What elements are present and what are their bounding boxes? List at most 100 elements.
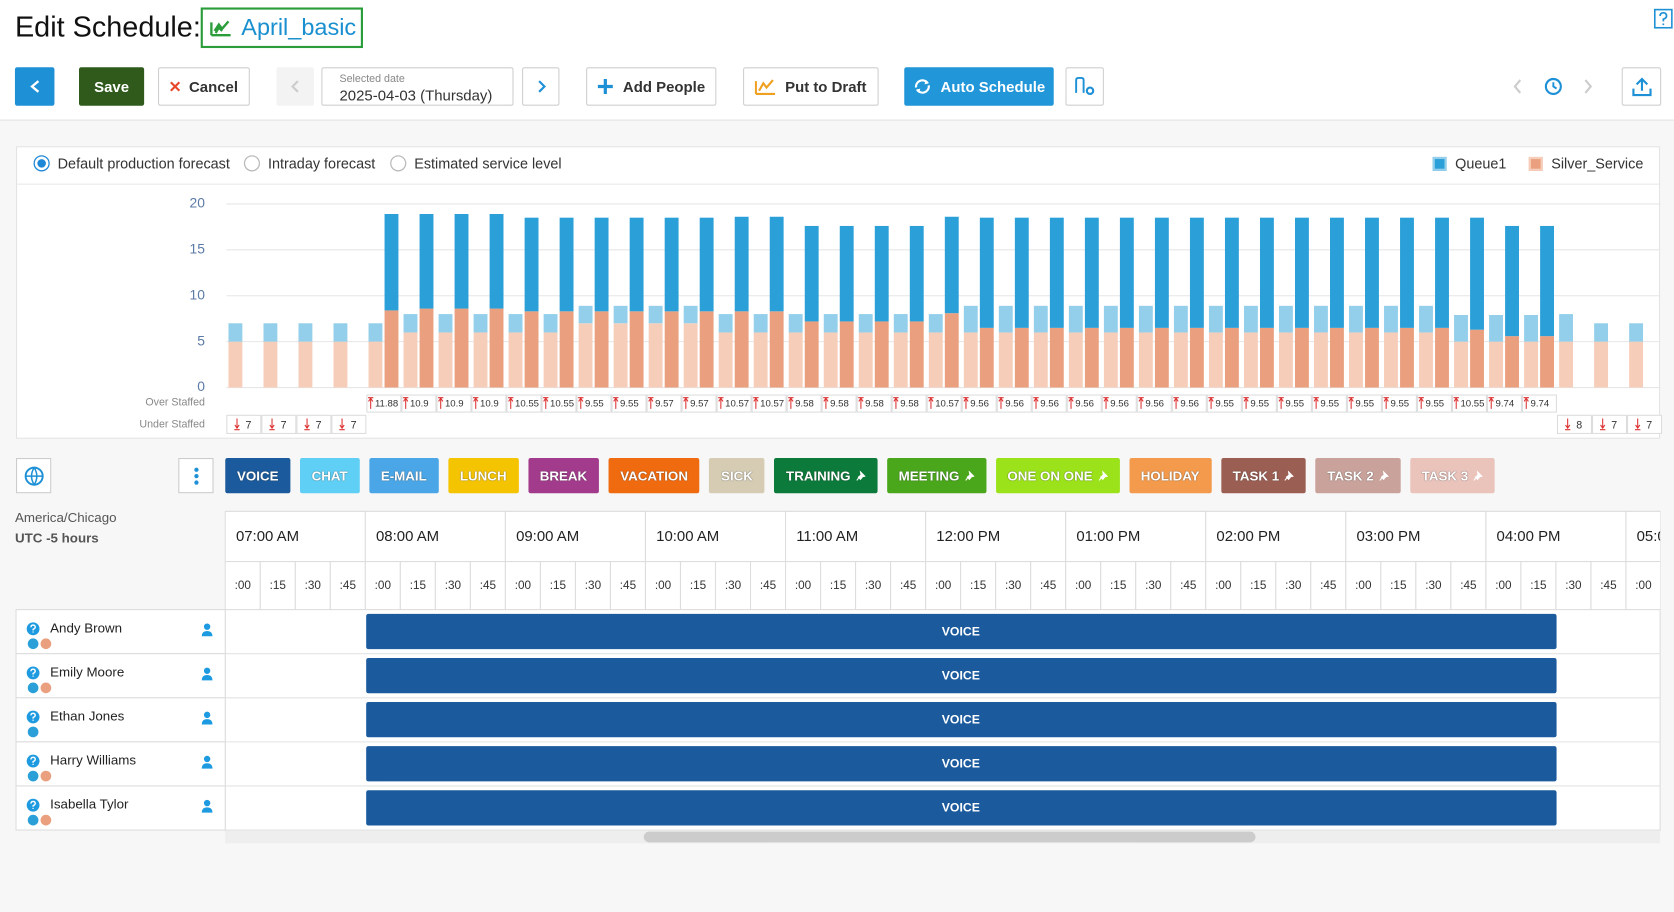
activity-block[interactable]	[366, 657, 1557, 694]
scheduled-bar	[1084, 217, 1099, 328]
legend-item[interactable]: Queue1	[1432, 156, 1506, 172]
skill-dot	[27, 638, 39, 650]
over-staffed-cell	[1066, 394, 1102, 413]
forecast-bar	[753, 314, 768, 333]
cancel-icon	[170, 81, 181, 92]
next-date-button[interactable]	[522, 67, 560, 106]
cancel-button[interactable]: Cancel	[158, 67, 250, 106]
more-button[interactable]	[178, 458, 214, 494]
radio-ring	[243, 155, 261, 172]
scheduled-bar	[594, 217, 609, 312]
quarter-label: :30	[1285, 579, 1302, 592]
forecast-bar	[1489, 315, 1503, 342]
forecast-bar	[1173, 305, 1188, 333]
quarter-cell	[1345, 561, 1382, 611]
activity-label: TRAINING	[786, 468, 851, 484]
date-field[interactable]: Selected date 2025-04-03 (Thursday)	[321, 67, 514, 106]
over-staffed-value: 9.56	[970, 399, 989, 410]
scheduled-bar	[979, 327, 994, 388]
person-icon[interactable]	[201, 755, 213, 769]
activity-chip[interactable]: TASK 1	[1220, 458, 1306, 494]
activity-label: TASK 1	[1232, 468, 1280, 484]
forecast-bar	[683, 305, 698, 324]
over-staffed-cell	[821, 394, 857, 413]
activity-chip[interactable]: MEETING	[886, 458, 987, 494]
scrollbar-thumb[interactable]	[643, 831, 1256, 843]
scheduled-bar	[1049, 217, 1064, 328]
schedule-name-box[interactable]: April_basic	[200, 7, 363, 49]
quarter-cell	[1380, 561, 1417, 611]
quarter-cell	[434, 561, 471, 611]
activity-chip[interactable]: ONE ON ONE	[995, 458, 1120, 494]
forecast-option[interactable]: Intraday forecast	[243, 155, 375, 172]
quarter-cell	[329, 561, 366, 611]
activity-chip[interactable]: CHAT	[299, 458, 360, 494]
forecast-bar	[298, 323, 313, 342]
quarter-cell	[890, 561, 927, 611]
over-staffed-value: 9.56	[1110, 399, 1129, 410]
hour-cell	[1485, 510, 1627, 563]
forecast-bar	[1314, 332, 1328, 388]
over-staffed-value: 10.9	[410, 399, 429, 410]
history-nav[interactable]	[1507, 75, 1603, 98]
forecast-option[interactable]: Estimated service level	[390, 155, 562, 172]
y-tick-label: 0	[197, 378, 205, 394]
over-staffed-value: 9.55	[1250, 399, 1269, 410]
person-icon[interactable]	[201, 623, 213, 637]
person-name: Isabella Tylor	[50, 797, 129, 812]
up-arrow	[1033, 397, 1039, 409]
down-arrow	[1635, 418, 1641, 431]
forecast-bar	[613, 305, 628, 324]
save-button[interactable]: Save	[79, 67, 145, 106]
activity-chip[interactable]: BREAK	[527, 458, 599, 494]
activity-chip[interactable]: VOICE	[225, 458, 291, 494]
help-icon[interactable]	[1653, 8, 1673, 30]
up-arrow	[1348, 397, 1354, 409]
person-cell	[15, 785, 226, 831]
activity-block[interactable]	[366, 613, 1557, 650]
radio-dot	[37, 159, 46, 168]
forecast-bar	[1103, 305, 1118, 333]
export-button[interactable]	[1621, 67, 1662, 106]
add-people-button[interactable]: Add People	[586, 67, 717, 106]
auto-schedule-button[interactable]: Auto Schedule	[904, 67, 1054, 106]
quarter-label: :45	[1600, 579, 1617, 592]
quarter-label: :15	[830, 579, 847, 592]
put-to-draft-button[interactable]: Put to Draft	[743, 67, 879, 106]
activity-block[interactable]	[366, 746, 1557, 782]
settings-button[interactable]	[1065, 67, 1104, 106]
activity-chip[interactable]: VACATION	[608, 458, 700, 494]
over-staffed-value: 9.58	[865, 399, 884, 410]
activity-chip[interactable]: TASK 3	[1409, 458, 1495, 494]
under-staffed-value: 7	[1611, 419, 1617, 431]
forecast-bar	[1314, 305, 1328, 333]
person-name: Andy Brown	[50, 620, 122, 635]
activity-block[interactable]	[366, 702, 1557, 738]
forecast-bar	[1629, 341, 1644, 388]
back-button[interactable]	[14, 67, 55, 106]
activity-chip[interactable]: TRAINING	[774, 458, 878, 494]
y-tick-label: 15	[190, 240, 206, 256]
forecast-bar	[333, 323, 348, 342]
up-arrow	[1278, 397, 1284, 409]
activity-chip[interactable]: LUNCH	[448, 458, 519, 494]
forecast-bar	[823, 314, 838, 333]
activity-chip[interactable]: HOLIDAY	[1129, 458, 1212, 494]
over-staffed-cell	[1521, 394, 1557, 413]
prev-date-button[interactable]	[276, 67, 314, 106]
person-icon[interactable]	[201, 799, 213, 813]
legend-item[interactable]: Silver_Service	[1528, 156, 1643, 172]
person-icon[interactable]	[201, 667, 213, 681]
plus-icon	[598, 79, 614, 94]
activity-chip[interactable]: TASK 2	[1315, 458, 1401, 494]
activity-chip[interactable]: E-MAIL	[369, 458, 439, 494]
quarter-cell	[1310, 561, 1347, 611]
forecast-bar	[1524, 315, 1538, 342]
forecast-option[interactable]: Default production forecast	[33, 155, 230, 172]
pin-icon	[1098, 470, 1108, 481]
quarter-label: :00	[1075, 579, 1092, 592]
timezone-button[interactable]	[16, 458, 52, 494]
person-icon[interactable]	[201, 711, 213, 725]
activity-chip[interactable]: SICK	[709, 458, 765, 494]
activity-block[interactable]	[366, 790, 1557, 826]
